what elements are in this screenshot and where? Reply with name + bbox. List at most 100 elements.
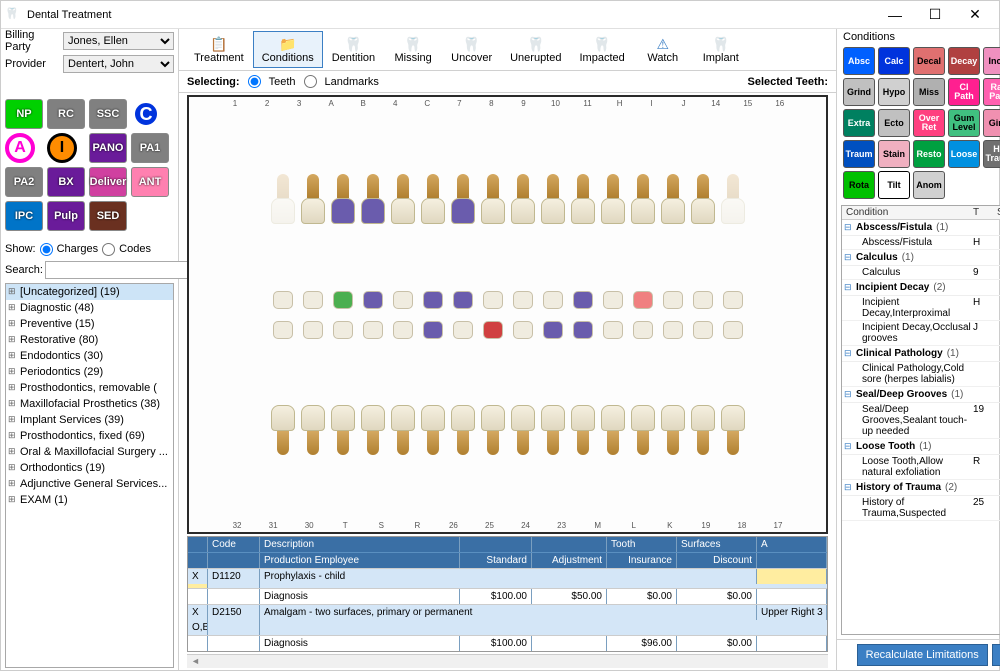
occlusal[interactable]	[568, 289, 598, 311]
category-item[interactable]: Prosthodontics, removable (	[6, 380, 173, 396]
occlusal[interactable]	[688, 319, 718, 341]
tooth[interactable]	[598, 405, 628, 455]
th-adj[interactable]: Adjustment	[532, 553, 607, 568]
tooth[interactable]	[328, 174, 358, 224]
th-desc[interactable]: Description	[260, 537, 460, 552]
tooth[interactable]	[328, 405, 358, 455]
occlusal[interactable]	[418, 319, 448, 341]
cond-group[interactable]: Abscess/Fistula(1)	[842, 220, 1000, 236]
occlusal[interactable]	[538, 289, 568, 311]
tooth[interactable]	[478, 405, 508, 455]
category-item[interactable]: [Uncategorized] (19)	[6, 284, 173, 300]
tooth[interactable]	[418, 174, 448, 224]
cond-button[interactable]: Traum	[843, 140, 875, 168]
cond-item[interactable]: Incipient Decay,InterproximalH	[842, 296, 1000, 321]
tooth[interactable]	[538, 174, 568, 224]
occlusal[interactable]	[328, 319, 358, 341]
cond-item[interactable]: Incipient Decay,Occlusal groovesJ	[842, 321, 1000, 346]
occlusal[interactable]	[628, 319, 658, 341]
cancel-button[interactable]: Cancel	[992, 644, 1000, 666]
th-surf[interactable]: Surfaces	[677, 537, 757, 552]
selecting-teeth-radio[interactable]	[248, 75, 261, 88]
tooth[interactable]	[298, 174, 328, 224]
th-tooth[interactable]: Tooth	[607, 537, 677, 552]
toolbar-implant[interactable]: 🦷Implant	[692, 31, 750, 68]
category-item[interactable]: Maxillofacial Prosthetics (38)	[6, 396, 173, 412]
occlusal[interactable]	[358, 289, 388, 311]
quick-button-ipc[interactable]: IPC	[5, 201, 43, 231]
tx-row[interactable]: XD2150Amalgam - two surfaces, primary or…	[188, 604, 827, 635]
occlusal[interactable]	[298, 289, 328, 311]
cond-button[interactable]: Calc	[878, 47, 910, 75]
tooth[interactable]	[358, 405, 388, 455]
cond-item[interactable]: Clinical Pathology,Cold sore (herpes lab…	[842, 362, 1000, 387]
toolbar-dentition[interactable]: 🦷Dentition	[323, 31, 384, 68]
cond-button[interactable]: Absc	[843, 47, 875, 75]
occlusal[interactable]	[628, 289, 658, 311]
cond-item[interactable]: History of Trauma,Suspected25	[842, 496, 1000, 521]
tooth[interactable]	[568, 405, 598, 455]
category-item[interactable]: Periodontics (29)	[6, 364, 173, 380]
cond-button[interactable]: Loose	[948, 140, 980, 168]
occlusal[interactable]	[508, 289, 538, 311]
toolbar-uncover[interactable]: 🦷Uncover	[442, 31, 501, 68]
category-item[interactable]: Orthodontics (19)	[6, 460, 173, 476]
cond-item[interactable]: Loose Tooth,Allow natural exfoliationR	[842, 455, 1000, 480]
occlusal[interactable]	[388, 319, 418, 341]
horizontal-scrollbar[interactable]	[187, 654, 828, 668]
cond-button[interactable]: Incip	[983, 47, 1000, 75]
occlusal[interactable]	[658, 289, 688, 311]
occlusal[interactable]	[718, 289, 748, 311]
tooth[interactable]	[448, 405, 478, 455]
cond-button[interactable]: Extra	[843, 109, 875, 137]
cond-group[interactable]: Loose Tooth(1)	[842, 439, 1000, 455]
tooth[interactable]	[568, 174, 598, 224]
billing-select[interactable]: Jones, Ellen	[63, 32, 174, 50]
cond-item[interactable]: Seal/Deep Grooves,Sealant touch-up neede…	[842, 403, 1000, 439]
tooth[interactable]	[538, 405, 568, 455]
cond-button[interactable]: Gum Level	[948, 109, 980, 137]
occlusal[interactable]	[718, 319, 748, 341]
show-codes-radio[interactable]	[102, 243, 115, 256]
cond-button[interactable]: Cl Path	[948, 78, 980, 106]
occlusal[interactable]	[658, 319, 688, 341]
tx-row[interactable]: XD1120Prophylaxis - child	[188, 568, 827, 588]
tooth[interactable]	[658, 174, 688, 224]
quick-button-rc[interactable]: RC	[47, 99, 85, 129]
cond-button[interactable]: Anom	[913, 171, 945, 199]
occlusal[interactable]	[598, 319, 628, 341]
cond-button[interactable]: Over Ret	[913, 109, 945, 137]
cond-button[interactable]: Hypo	[878, 78, 910, 106]
quick-button-a[interactable]: A	[5, 133, 35, 163]
category-item[interactable]: Endodontics (30)	[6, 348, 173, 364]
toolbar-watch[interactable]: ⚠Watch	[634, 31, 692, 68]
cond-button[interactable]: Stain	[878, 140, 910, 168]
occlusal[interactable]	[268, 289, 298, 311]
tooth[interactable]	[628, 174, 658, 224]
tooth[interactable]	[478, 174, 508, 224]
cond-button[interactable]: Decal	[913, 47, 945, 75]
cond-group[interactable]: Seal/Deep Grooves(1)	[842, 387, 1000, 403]
tx-row[interactable]: Diagnosis$100.00$50.00$0.00$0.00	[188, 588, 827, 604]
quick-button-ssc[interactable]: SSC	[89, 99, 127, 129]
quick-button-np[interactable]: NP	[5, 99, 43, 129]
conditions-tree[interactable]: Condition T S A Abscess/Fistula(1)Absces…	[841, 205, 1000, 635]
cond-button[interactable]: Hx Traum	[983, 140, 1000, 168]
toolbar-missing[interactable]: 🦷Missing	[384, 31, 442, 68]
quick-button-pa2[interactable]: PA2	[5, 167, 43, 197]
quick-button-pulp[interactable]: Pulp	[47, 201, 85, 231]
quick-button-sed[interactable]: SED	[89, 201, 127, 231]
tooth[interactable]	[418, 405, 448, 455]
cond-button[interactable]: Ecto	[878, 109, 910, 137]
cond-group[interactable]: History of Trauma(2)	[842, 480, 1000, 496]
th-al[interactable]: A	[757, 537, 827, 552]
cond-group[interactable]: Calculus(1)	[842, 250, 1000, 266]
cond-item[interactable]: Abscess/FistulaH	[842, 236, 1000, 250]
occlusal[interactable]	[328, 289, 358, 311]
tooth[interactable]	[448, 174, 478, 224]
tooth[interactable]	[598, 174, 628, 224]
th-std[interactable]: Standard	[460, 553, 532, 568]
toolbar-conditions[interactable]: 📁Conditions	[253, 31, 323, 68]
category-item[interactable]: Diagnostic (48)	[6, 300, 173, 316]
tx-row[interactable]: Diagnosis$100.00$96.00$0.00	[188, 635, 827, 651]
